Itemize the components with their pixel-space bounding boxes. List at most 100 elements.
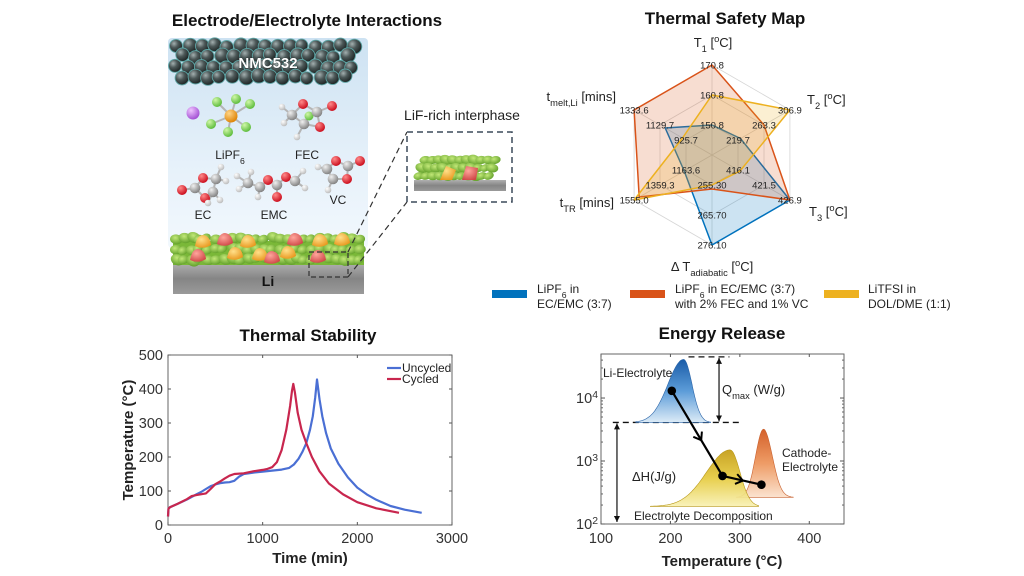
radar-ring-label: 426.9 <box>778 196 802 207</box>
radar-ring-label: 160.8 <box>700 91 724 102</box>
interphase-grain-green <box>209 255 222 265</box>
radar-ring-label: 255.30 <box>697 181 726 192</box>
nmc-particle <box>168 58 182 73</box>
atom-li <box>186 106 200 120</box>
lipf6-molecule <box>186 94 255 137</box>
legend-label: LiPF6 in EC/EMC (3:7) <box>675 282 795 300</box>
x-tick-label: 2000 <box>341 531 373 547</box>
legend-label: Uncycled <box>402 361 451 375</box>
atom-o <box>331 156 341 166</box>
radar-ring-label: 219.7 <box>726 136 750 147</box>
radar-axis-label-dt-adiabatic: Δ Tadiabatic [oC] <box>671 258 753 278</box>
series-line-cycled <box>166 382 400 517</box>
interphase-grain-green <box>257 234 269 244</box>
inset-grain-yellow <box>440 166 456 180</box>
atom-c <box>289 175 301 187</box>
atom-o <box>263 175 273 185</box>
radar-ring-label: 150.8 <box>700 121 724 132</box>
vc-label: VC <box>330 193 347 207</box>
x-tick-label: 0 <box>164 531 172 547</box>
delta-h-label: ΔH(J/g) <box>632 469 676 484</box>
atom-f <box>223 127 233 137</box>
x-tick-label: 3000 <box>436 531 468 547</box>
inset-grain-green <box>489 156 501 164</box>
vc-molecule <box>314 156 365 194</box>
fec-molecule <box>278 99 337 141</box>
interphase-grain-green <box>305 234 316 244</box>
lithium-anode <box>173 263 364 294</box>
radar-axis-label-t-melt-li: tmelt,Li [mins] <box>547 89 616 108</box>
x-tick-label: 300 <box>728 531 752 547</box>
interphase-grain-yellow <box>195 235 211 248</box>
y-tick-label: 104 <box>576 390 598 408</box>
atom-p <box>224 109 238 123</box>
atom-h <box>217 163 225 171</box>
atom-c <box>242 177 254 189</box>
nmc-particle <box>325 70 340 85</box>
y-tick-label: 0 <box>155 518 163 534</box>
radar-ring-label: 421.5 <box>752 181 776 192</box>
radar-spoke <box>711 154 791 201</box>
atom-h <box>278 103 286 111</box>
inset-grain-green <box>483 172 494 180</box>
interphase-grain-green <box>353 255 364 264</box>
atom-c <box>271 179 283 191</box>
radar-spoke <box>633 109 713 156</box>
y-tick-label: 102 <box>576 516 598 534</box>
thermal-stability-panel: Thermal Stability 0 1000 2000 3000 0 100 200 30… <box>120 326 468 567</box>
radar-series-litfsi-in-dol-dme-1-1 <box>633 94 791 201</box>
emc-molecule <box>233 167 309 202</box>
atom-h <box>324 186 332 194</box>
radar-spoke <box>633 154 713 201</box>
radar-ring-label: 925.7 <box>674 136 698 147</box>
atom-c <box>342 160 354 172</box>
y-tick-label: 200 <box>139 450 163 466</box>
interphase-grain-green <box>297 255 309 265</box>
atom-o <box>281 172 291 182</box>
legend-label: LiPF6 in <box>537 282 579 300</box>
inset-label: LiF-rich interphase <box>404 107 520 123</box>
chart-title: Energy Release <box>659 324 786 343</box>
interphase-grain-red <box>190 249 206 262</box>
nmc-particle <box>224 68 240 84</box>
interphase-grain-green <box>297 245 309 255</box>
interphase-grain-red <box>310 250 326 263</box>
interphase-grain-green <box>201 245 213 255</box>
interphase-grain-red <box>217 233 233 246</box>
trend-arrow <box>692 431 703 442</box>
series-line-uncycled <box>166 378 422 517</box>
radar-axis-label-t3: T3 [oC] <box>809 203 848 223</box>
line-plot: 0 1000 2000 3000 0 100 200 300 400 500 UncycledCyc… <box>139 348 468 547</box>
radar-axis-label-t-tr: tTR [mins] <box>560 195 614 214</box>
interphase-grain-green <box>353 244 366 255</box>
nmc-particle <box>275 70 290 86</box>
atom-h <box>204 199 212 207</box>
radar-ring-label: 276.10 <box>697 241 726 252</box>
y-tick-label: 500 <box>139 348 163 364</box>
atom-o <box>177 185 187 195</box>
y-axis-label: Temperature (°C) <box>120 380 137 501</box>
electrolyte-region <box>168 38 368 248</box>
x-tick-label: 200 <box>658 531 682 547</box>
chart-title: Thermal Stability <box>240 326 378 345</box>
radar-axis-label-t1: T1 [oC] <box>694 34 733 54</box>
atom-f <box>231 94 241 104</box>
lif-interphase-inset <box>413 154 506 191</box>
interphase-grain-red <box>264 251 280 264</box>
atom-c <box>286 109 298 121</box>
legend-label: DOL/DME (1:1) <box>868 297 951 311</box>
atom-h <box>233 172 241 180</box>
legend-swatch <box>630 290 665 298</box>
plot-area <box>167 354 453 526</box>
x-axis-label: Time (min) <box>272 550 348 567</box>
atom-o <box>198 173 208 183</box>
legend-swatch <box>824 290 859 298</box>
atom-h <box>314 163 322 171</box>
fec-label: FEC <box>295 148 319 162</box>
nmc-particle <box>299 71 314 86</box>
radar-ring-label: 1555.0 <box>620 196 649 207</box>
atom-h <box>235 185 243 193</box>
